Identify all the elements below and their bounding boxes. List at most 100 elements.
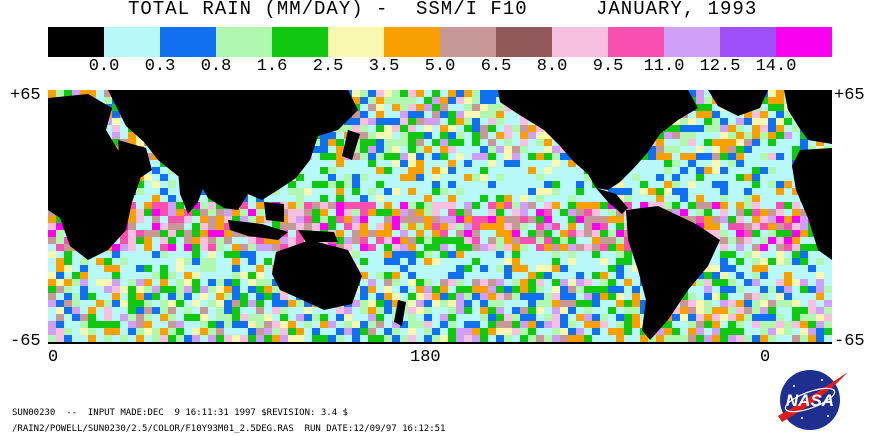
rain-cell: [344, 328, 352, 335]
rain-cell: [136, 279, 144, 286]
rain-cell: [696, 195, 704, 202]
rain-cell: [680, 132, 688, 139]
rain-cell: [752, 132, 760, 139]
rain-cell: [256, 286, 264, 293]
rain-cell: [304, 300, 312, 307]
rain-cell: [776, 188, 784, 195]
rain-cell: [600, 202, 608, 209]
rain-cell: [736, 209, 744, 216]
rain-cell: [64, 279, 72, 286]
rain-cell: [768, 300, 776, 307]
rain-cell: [696, 97, 704, 104]
rain-cell: [608, 244, 616, 251]
rain-cell: [288, 181, 296, 188]
rain-cell: [376, 139, 384, 146]
rain-cell: [808, 230, 816, 237]
rain-cell: [304, 216, 312, 223]
rain-cell: [424, 125, 432, 132]
rain-cell: [384, 146, 392, 153]
rain-cell: [96, 300, 104, 307]
rain-cell: [448, 195, 456, 202]
rain-cell: [464, 286, 472, 293]
rain-cell: [472, 293, 480, 300]
rain-cell: [296, 216, 304, 223]
rain-cell: [816, 272, 824, 279]
rain-cell: [200, 188, 208, 195]
rain-cell: [368, 146, 376, 153]
rain-cell: [352, 181, 360, 188]
rain-cell: [720, 251, 728, 258]
rain-cell: [744, 293, 752, 300]
rain-cell: [552, 188, 560, 195]
rain-cell: [144, 307, 152, 314]
rain-cell: [160, 244, 168, 251]
rain-cell: [64, 335, 72, 342]
rain-cell: [264, 314, 272, 321]
rain-cell: [56, 258, 64, 265]
rain-cell: [440, 125, 448, 132]
rain-cell: [696, 223, 704, 230]
rain-cell: [712, 216, 720, 223]
rain-cell: [496, 265, 504, 272]
rain-cell: [512, 153, 520, 160]
rain-cell: [136, 188, 144, 195]
rain-cell: [728, 314, 736, 321]
rain-cell: [448, 125, 456, 132]
rain-cell: [776, 209, 784, 216]
rain-cell: [504, 230, 512, 237]
rain-cell: [240, 202, 248, 209]
rain-cell: [296, 314, 304, 321]
rain-cell: [816, 328, 824, 335]
rain-cell: [424, 314, 432, 321]
rain-cell: [512, 202, 520, 209]
rain-cell: [168, 335, 176, 342]
rain-cell: [536, 265, 544, 272]
rain-cell: [56, 216, 64, 223]
rain-cell: [112, 265, 120, 272]
rain-cell: [408, 279, 416, 286]
rain-cell: [192, 272, 200, 279]
rain-cell: [520, 216, 528, 223]
rain-cell: [104, 279, 112, 286]
rain-cell: [824, 314, 832, 321]
rain-cell: [528, 230, 536, 237]
lat-bottom-right-label: -65: [834, 332, 865, 351]
rain-cell: [512, 160, 520, 167]
rain-cell: [696, 90, 704, 97]
rain-cell: [80, 286, 88, 293]
rain-cell: [280, 314, 288, 321]
rain-cell: [424, 286, 432, 293]
rain-cell: [592, 223, 600, 230]
rain-cell: [784, 244, 792, 251]
rain-cell: [552, 237, 560, 244]
rain-cell: [792, 279, 800, 286]
rain-cell: [528, 216, 536, 223]
rain-cell: [336, 307, 344, 314]
rain-cell: [520, 223, 528, 230]
rain-cell: [224, 230, 232, 237]
rain-cell: [368, 90, 376, 97]
rain-cell: [752, 118, 760, 125]
rain-cell: [736, 286, 744, 293]
rain-cell: [352, 237, 360, 244]
legend-label: 3.5: [368, 57, 400, 76]
rain-cell: [592, 244, 600, 251]
rain-cell: [272, 300, 280, 307]
rain-cell: [232, 307, 240, 314]
rain-cell: [232, 216, 240, 223]
legend-swatch: [664, 27, 720, 57]
rain-cell: [464, 118, 472, 125]
rain-cell: [184, 307, 192, 314]
rain-cell: [336, 160, 344, 167]
rain-cell: [480, 314, 488, 321]
rain-cell: [152, 202, 160, 209]
rain-cell: [424, 146, 432, 153]
rain-cell: [456, 328, 464, 335]
rain-cell: [544, 132, 552, 139]
rain-cell: [584, 279, 592, 286]
rain-cell: [400, 237, 408, 244]
rain-cell: [800, 258, 808, 265]
rain-cell: [688, 314, 696, 321]
rain-cell: [736, 216, 744, 223]
rain-cell: [280, 335, 288, 342]
